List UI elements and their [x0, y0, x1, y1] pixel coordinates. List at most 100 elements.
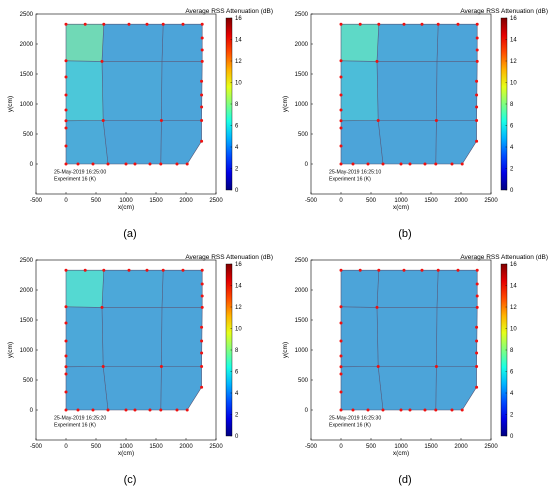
sensor-point — [367, 409, 370, 412]
sensor-point — [476, 295, 479, 298]
sensor-point — [186, 163, 189, 166]
sensor-point — [403, 23, 406, 26]
y-tick-label: 0 — [305, 408, 309, 414]
cell-r0-c1 — [103, 121, 161, 165]
colorbar-tick-label: 16 — [235, 16, 242, 22]
sensor-point — [200, 106, 203, 109]
sensor-point — [340, 119, 343, 122]
sensor-point — [377, 269, 380, 272]
chart-title: Average RSS Attenuation (dB) — [460, 8, 548, 15]
x-tick-label: 500 — [91, 198, 102, 204]
y-tick-label: 1000 — [295, 348, 309, 354]
sensor-point — [160, 119, 163, 122]
y-tick-label: 0 — [30, 162, 34, 168]
colorbar-tick-label: 8 — [510, 102, 514, 108]
sensor-point — [65, 127, 68, 130]
sensor-point — [476, 283, 479, 286]
sensor-point — [340, 59, 343, 62]
sensor-point — [160, 365, 163, 368]
sensor-point — [159, 163, 162, 166]
cell-r1-c2 — [161, 307, 202, 366]
sensor-point — [367, 163, 370, 166]
cell-r0-c0 — [66, 121, 108, 165]
sensor-point — [102, 119, 105, 122]
y-tick-label: 1500 — [295, 318, 309, 324]
cell-r2-c2 — [437, 270, 477, 307]
sensor-point — [200, 365, 203, 368]
cell-r0-c2 — [161, 121, 202, 165]
x-tick-label: 2000 — [454, 444, 468, 450]
colorbar-tick-label: 4 — [510, 391, 514, 397]
sensor-point — [200, 80, 203, 83]
sensor-point — [101, 306, 104, 309]
sensor-point — [424, 409, 427, 412]
sensor-point — [101, 60, 104, 63]
sensor-point — [200, 340, 203, 343]
sensor-point — [65, 409, 68, 412]
cell-r2-c2 — [437, 24, 477, 61]
y-tick-label: 2000 — [20, 42, 34, 48]
y-tick-label: 2500 — [20, 12, 34, 18]
sensor-point — [382, 163, 385, 166]
sensor-point — [409, 409, 412, 412]
y-tick-label: 2500 — [295, 258, 309, 264]
y-tick-label: 2000 — [295, 288, 309, 294]
cell-r1-c1 — [377, 307, 437, 366]
cell-r1-c0 — [66, 61, 103, 121]
sensor-point — [65, 94, 68, 97]
x-axis-label: x(cm) — [393, 450, 409, 457]
cell-r2-c1 — [102, 24, 163, 61]
cell-r0-c0 — [341, 367, 383, 411]
x-tick-label: 500 — [366, 198, 377, 204]
sensor-point — [146, 23, 149, 26]
y-tick-label: 2000 — [20, 288, 34, 294]
colorbar-tick-label: 0 — [510, 434, 514, 440]
sensor-point — [476, 49, 479, 52]
sensor-point — [435, 119, 438, 122]
x-tick-label: -500 — [30, 198, 43, 204]
y-tick-label: 500 — [298, 132, 309, 138]
colorbar-tick-label: 16 — [510, 262, 517, 268]
sensor-point — [340, 76, 343, 79]
x-tick-label: 2000 — [179, 198, 193, 204]
sensor-point — [77, 163, 80, 166]
sensor-point — [200, 326, 203, 329]
sensor-point — [376, 306, 379, 309]
sensor-point — [457, 23, 460, 26]
sensor-point — [340, 127, 343, 130]
colorbar-tick-label: 10 — [510, 81, 517, 87]
colorbar-tick-label: 8 — [235, 348, 239, 354]
sensor-point — [65, 109, 68, 112]
sensor-point — [340, 94, 343, 97]
x-tick-label: -500 — [305, 444, 318, 450]
sensor-point — [200, 140, 203, 143]
sensor-point — [149, 409, 152, 412]
x-tick-label: 1500 — [424, 444, 438, 450]
cell-r1-c0 — [341, 307, 378, 367]
sensor-point — [434, 409, 437, 412]
sensor-point — [125, 163, 128, 166]
sensor-point — [461, 163, 464, 166]
sensor-point — [201, 283, 204, 286]
sensor-point — [107, 409, 110, 412]
sensor-point — [200, 386, 203, 389]
sensor-point — [65, 145, 68, 148]
y-tick-label: 2000 — [295, 42, 309, 48]
sensor-point — [476, 37, 479, 40]
sensor-point — [377, 119, 380, 122]
colorbar-tick-label: 2 — [510, 167, 514, 173]
x-tick-label: 0 — [64, 444, 68, 450]
sensor-point — [340, 391, 343, 394]
colorbar-tick-label: 4 — [235, 391, 239, 397]
x-tick-label: 2000 — [179, 444, 193, 450]
colorbar-tick-label: 0 — [235, 434, 239, 440]
y-axis-label: y(cm) — [282, 342, 289, 358]
y-tick-label: 1500 — [20, 318, 34, 324]
sensor-point — [102, 23, 105, 26]
x-axis-label: x(cm) — [393, 204, 409, 211]
sensor-point — [476, 306, 479, 309]
sensor-point — [400, 163, 403, 166]
